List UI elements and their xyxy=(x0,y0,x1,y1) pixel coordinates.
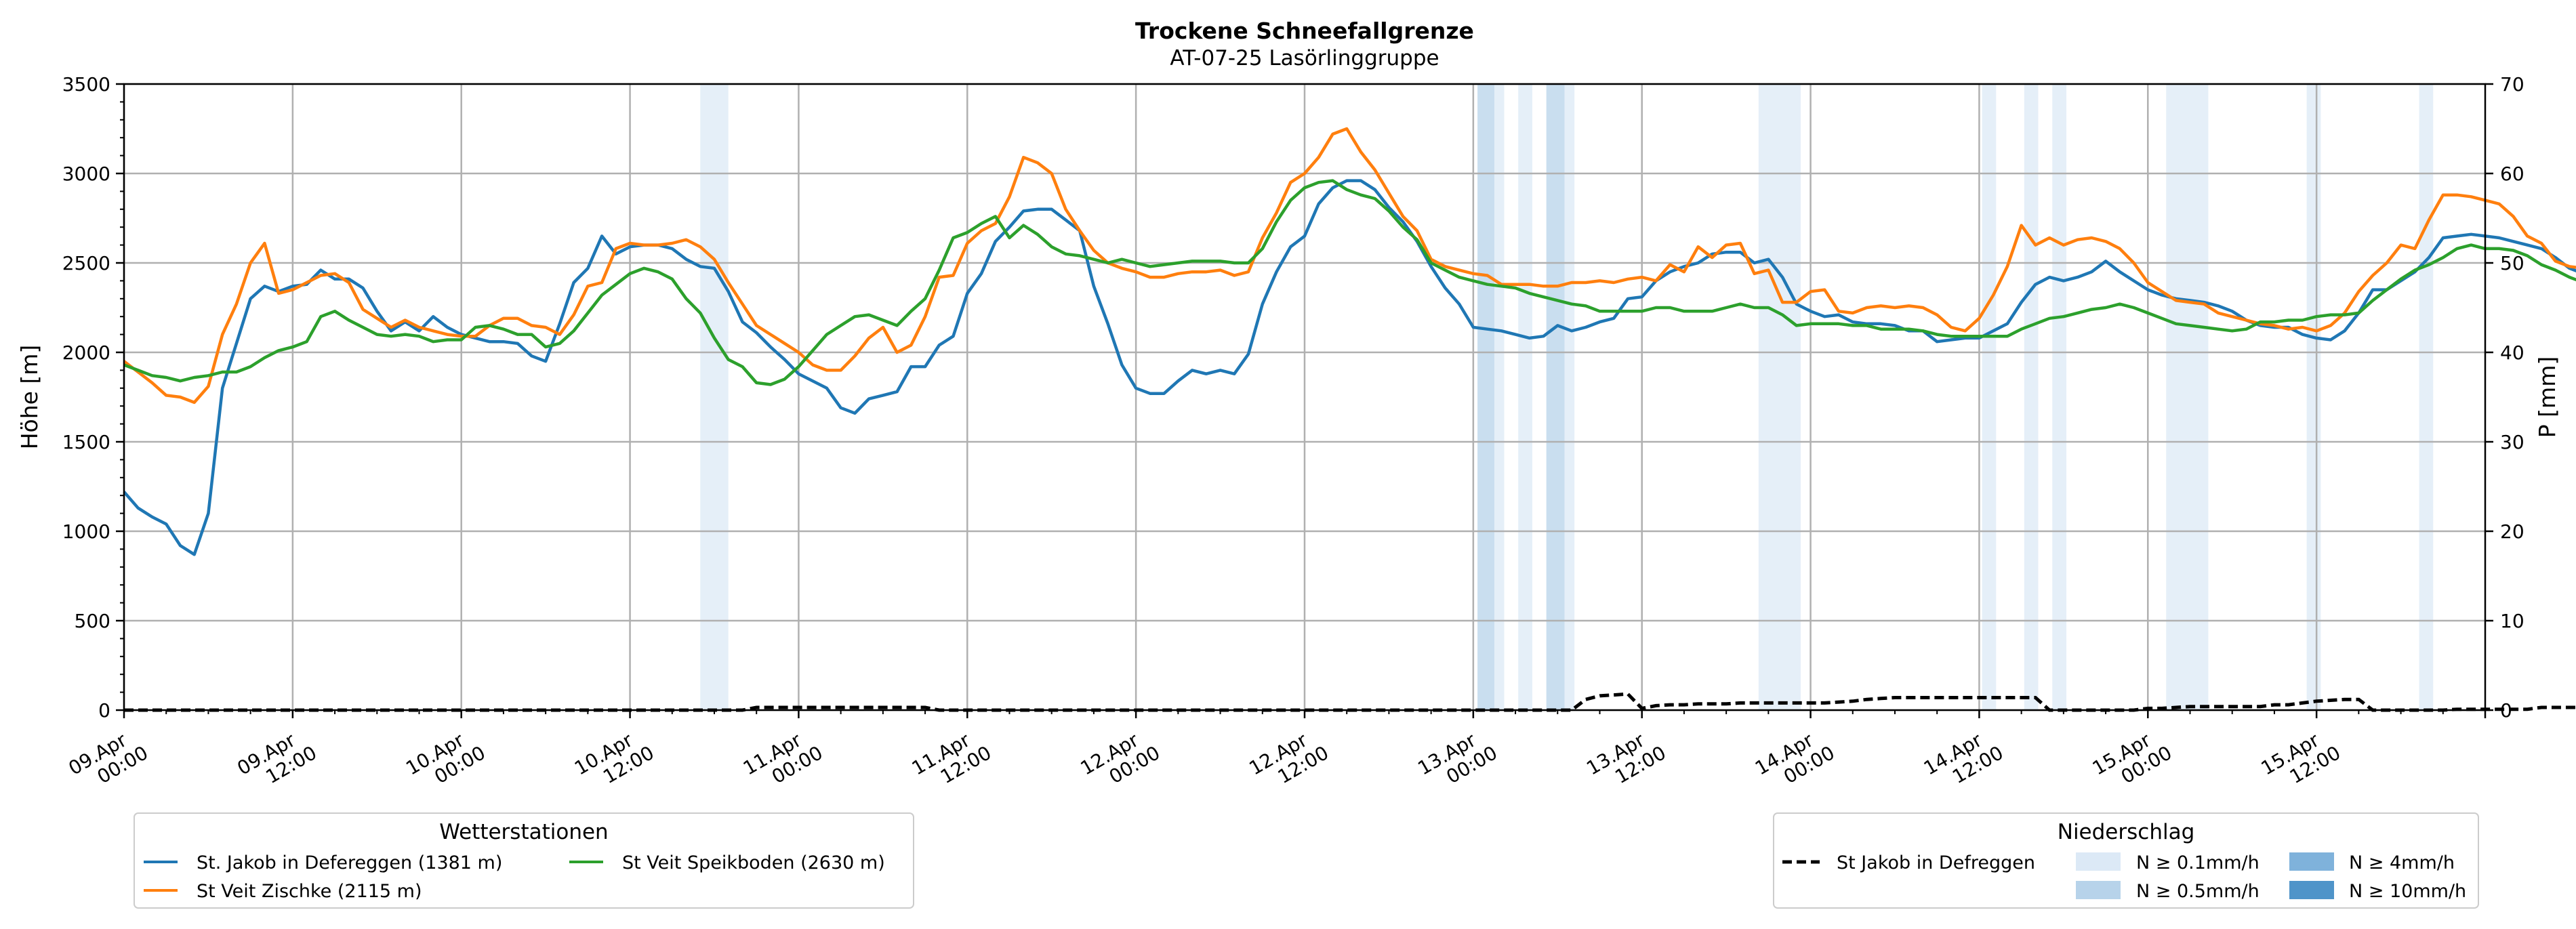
precip-band-3 xyxy=(1518,84,1532,710)
x-tick-label-6: 12.Apr00:00 xyxy=(1077,722,1164,798)
x-tick-label-11: 14.Apr12:00 xyxy=(1920,722,2007,798)
precip-band-7 xyxy=(1982,84,1997,710)
y2-tick-label-0: 0 xyxy=(2500,699,2512,722)
legend-label-precip: St Jakob in Defreggen xyxy=(1837,852,2035,873)
axes xyxy=(116,83,2493,718)
precip-band-5 xyxy=(1564,84,1575,710)
x-tick-label-5: 11.Apr12:00 xyxy=(908,722,996,798)
chart-subtitle: AT-07-25 Lasörlinggruppe xyxy=(1170,46,1439,70)
y-tick-label-3: 1500 xyxy=(62,431,110,453)
y2-tick-label-6: 60 xyxy=(2500,163,2524,185)
series-line-2 xyxy=(123,179,2576,386)
precip-band-2 xyxy=(1494,84,1505,710)
precip-band-4 xyxy=(1546,84,1565,710)
legend-label-speikboden: St Veit Speikboden (2630 m) xyxy=(622,852,885,873)
y-tick-label-4: 2000 xyxy=(62,342,110,364)
x-tick-label-10: 14.Apr00:00 xyxy=(1751,722,1839,798)
y2-tick-label-3: 30 xyxy=(2500,431,2524,453)
legend-label-level-0: N ≥ 0.1mm/h xyxy=(2136,852,2260,873)
x-tick-label-9: 13.Apr12:00 xyxy=(1582,722,1670,798)
precip-band-0 xyxy=(700,84,729,710)
y-tick-label-7: 3500 xyxy=(62,73,110,96)
y2-tick-label-2: 20 xyxy=(2500,520,2524,543)
legend-precip: Niederschlag St Jakob in Defreggen N ≥ 0… xyxy=(1773,812,2479,909)
legend-label-level-3: N ≥ 10mm/h xyxy=(2349,881,2466,902)
legend-swatch-level-2 xyxy=(2289,852,2334,871)
legend-stations-frame xyxy=(134,812,914,909)
y-axis-label: Höhe [m] xyxy=(16,345,43,450)
x-tick-label-7: 12.Apr12:00 xyxy=(1245,722,1332,798)
chart-title: Trockene Schneefallgrenze xyxy=(1135,18,1474,44)
precip-band-6 xyxy=(1758,84,1801,710)
legend-swatch-level-1 xyxy=(2076,881,2121,899)
x-tick-label-2: 10.Apr00:00 xyxy=(402,722,489,798)
y2-tick-label-7: 70 xyxy=(2500,73,2524,96)
precip-band-11 xyxy=(2306,84,2321,710)
x-tick-label-1: 09.Apr12:00 xyxy=(233,722,321,798)
y2-tick-label-4: 40 xyxy=(2500,342,2524,364)
legend-label-jakob: St. Jakob in Defereggen (1381 m) xyxy=(197,852,502,873)
series-line-1 xyxy=(123,127,2576,405)
y-tick-label-1: 500 xyxy=(75,610,110,632)
precip-band-9 xyxy=(2052,84,2067,710)
x-tick-label-0: 09.Apr00:00 xyxy=(64,722,152,798)
y-tick-label-2: 1000 xyxy=(62,520,110,543)
legend-precip-title: Niederschlag xyxy=(2058,820,2195,844)
legend-stations: Wetterstationen St. Jakob in Defereggen … xyxy=(134,812,914,909)
x-tick-label-13: 15.Apr12:00 xyxy=(2257,722,2345,798)
precip-band-10 xyxy=(2166,84,2209,710)
y-tick-label-5: 2500 xyxy=(62,252,110,274)
y2-axis-label: P [mm] xyxy=(2534,356,2560,438)
x-tick-label-8: 13.Apr00:00 xyxy=(1414,722,1501,798)
legend-label-level-1: N ≥ 0.5mm/h xyxy=(2136,881,2260,902)
precip-band-8 xyxy=(2024,84,2039,710)
legend-label-level-2: N ≥ 4mm/h xyxy=(2349,852,2455,873)
y-tick-label-0: 0 xyxy=(98,699,110,722)
y2-tick-label-1: 10 xyxy=(2500,610,2524,632)
precip-band-1 xyxy=(1477,84,1494,710)
y-tick-label-6: 3000 xyxy=(62,163,110,185)
precip-band-12 xyxy=(2419,84,2434,710)
x-tick-label-12: 15.Apr00:00 xyxy=(2089,722,2176,798)
grid xyxy=(123,83,2485,711)
legend-swatch-level-3 xyxy=(2289,881,2334,899)
x-tick-label-3: 10.Apr12:00 xyxy=(571,722,658,798)
precip-bands xyxy=(700,84,2434,710)
legend-stations-title: Wetterstationen xyxy=(439,820,608,844)
legend-label-zischke: St Veit Zischke (2115 m) xyxy=(197,881,422,902)
series-line-0 xyxy=(123,179,2576,556)
y2-tick-label-5: 50 xyxy=(2500,252,2524,274)
legend-swatch-level-0 xyxy=(2076,852,2121,871)
x-tick-label-4: 11.Apr00:00 xyxy=(739,722,827,798)
